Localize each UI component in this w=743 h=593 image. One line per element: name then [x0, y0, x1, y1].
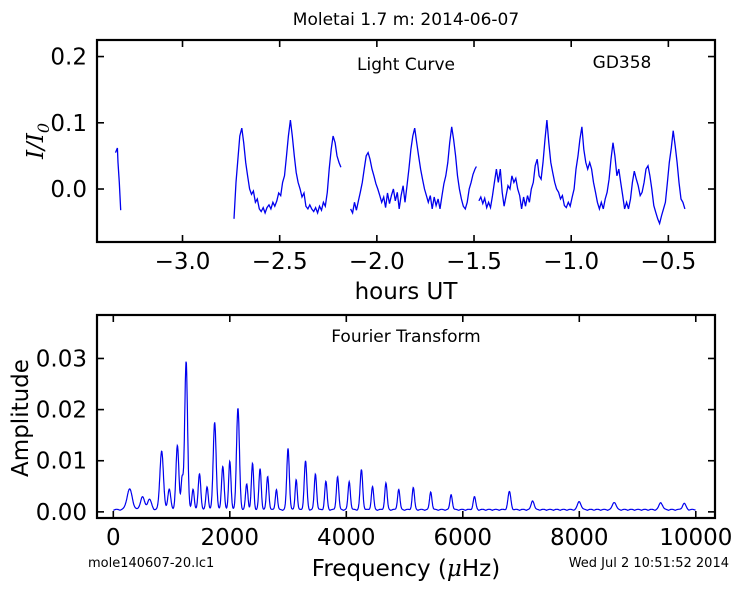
y-tick-label: 0.02 [36, 398, 87, 424]
x-tick-label: −0.5 [640, 249, 696, 275]
x-label-pre: Frequency ( [312, 556, 447, 582]
light-curve-segment [233, 120, 342, 219]
x-tick-label: −3.0 [155, 249, 211, 275]
light-curve-segment [114, 147, 122, 211]
x-tick-label: −2.5 [252, 249, 308, 275]
y-tick-label: 0.1 [50, 111, 87, 137]
x-label-mu: μ [447, 556, 462, 582]
x-tick-label: 10000 [659, 525, 732, 551]
x-tick-label: −1.0 [543, 249, 599, 275]
fourier-y-ticks: 0.00 0.01 0.02 0.03 [36, 346, 715, 526]
x-tick-label: 8000 [550, 525, 609, 551]
footer-filename: mole140607-20.lc1 [88, 556, 214, 571]
fourier-plot-area [113, 361, 696, 512]
light-curve-plot-area [114, 120, 686, 226]
light-curve-frame [95, 38, 717, 244]
y-label-main: I/I [23, 132, 49, 160]
y-tick-label: 0.2 [50, 45, 87, 71]
y-tick-label: 0.01 [36, 449, 87, 475]
x-tick-label: 6000 [434, 525, 493, 551]
fourier-x-ticks: 0 2000 4000 6000 8000 10000 [106, 315, 732, 551]
y-tick-label: 0.03 [36, 346, 87, 372]
light-curve-y-axis-label: I/I0 [23, 123, 53, 160]
light-curve-x-axis-label: hours UT [355, 279, 459, 305]
light-curve-segment [478, 120, 686, 226]
light-curve-segment [350, 126, 477, 215]
x-tick-label: 0 [106, 525, 121, 551]
y-tick-label: 0.0 [50, 177, 87, 203]
light-curve-title: Light Curve [357, 55, 455, 75]
x-tick-label: −1.5 [446, 249, 502, 275]
fourier-y-axis-label: Amplitude [8, 359, 34, 477]
star-label: GD358 [593, 53, 652, 73]
x-tick-label: 4000 [317, 525, 376, 551]
x-tick-label: 2000 [201, 525, 260, 551]
fourier-x-axis-label: Frequency (μHz) [312, 556, 500, 582]
x-label-post: Hz) [462, 556, 500, 582]
y-tick-label: 0.00 [36, 500, 87, 526]
figure-title: Moletai 1.7 m: 2014-06-07 [293, 10, 519, 30]
footer-timestamp: Wed Jul 2 10:51:52 2014 [569, 556, 729, 571]
fourier-panel: Fourier Transform 0 2000 4000 6000 8000 10000… [8, 313, 732, 582]
light-curve-y-ticks: 0.0 0.1 0.2 [50, 45, 715, 203]
light-curve-panel: Light Curve GD358 −3.0 −2.5 −2.0 −1.5 −1.0 −0… [23, 38, 717, 305]
y-label-subscript: 0 [34, 123, 53, 133]
fourier-title: Fourier Transform [331, 327, 480, 347]
x-tick-label: −2.0 [349, 249, 405, 275]
light-curve-x-ticks: −3.0 −2.5 −2.0 −1.5 −1.0 −0.5 [155, 40, 696, 275]
fourier-amplitude-line [113, 361, 696, 512]
fourier-frame [95, 313, 717, 520]
